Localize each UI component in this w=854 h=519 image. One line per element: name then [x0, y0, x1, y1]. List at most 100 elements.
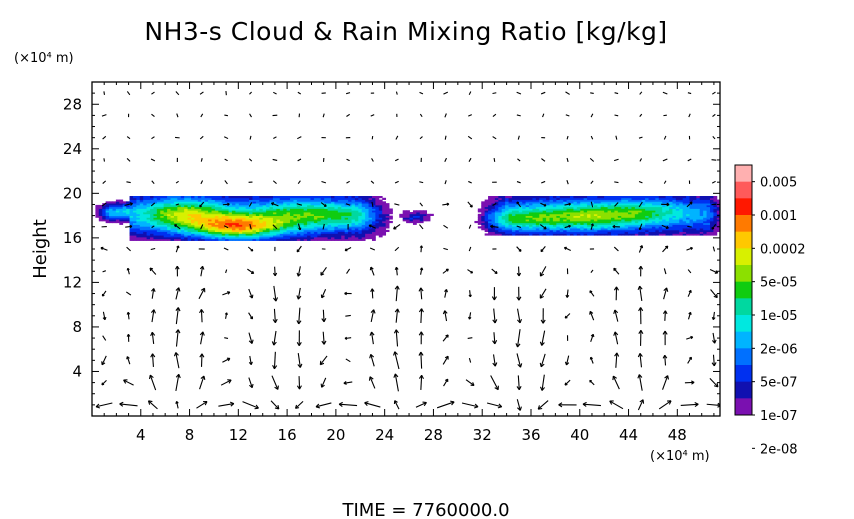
cloud-cell — [488, 208, 492, 211]
cloud-cell — [177, 233, 182, 236]
cloud-cell — [679, 229, 684, 233]
cloud-cell — [501, 204, 506, 208]
cloud-cell — [194, 233, 199, 236]
cloud-cell — [371, 204, 376, 208]
cloud-cell — [535, 203, 540, 206]
cloud-cell — [614, 204, 619, 208]
cloud-cell — [122, 219, 127, 222]
wind-vector-head — [369, 353, 375, 359]
colorbar-label: 1e-07 — [760, 409, 798, 424]
cloud-cell — [686, 217, 690, 220]
wind-vector — [687, 356, 692, 364]
cloud-cell — [354, 238, 359, 241]
cloud-cell — [713, 213, 718, 216]
cloud-cell — [283, 224, 288, 227]
cloud-cell — [675, 224, 680, 227]
cloud-cell — [617, 219, 622, 222]
cloud-cell — [672, 222, 677, 225]
wind-vector — [589, 311, 595, 321]
cloud-cell — [604, 217, 608, 220]
cloud-cell — [231, 217, 236, 220]
cloud-cell — [412, 222, 417, 225]
cloud-cell — [559, 233, 564, 236]
cloud-cell — [573, 215, 578, 218]
cloud-cell — [552, 204, 557, 208]
wind-vector — [319, 355, 328, 366]
wind-vector — [420, 245, 423, 253]
cloud-cell — [300, 197, 305, 200]
wind-vector — [199, 91, 204, 95]
cloud-cell — [337, 201, 342, 204]
cloud-cell — [628, 220, 632, 224]
wind-vector-head — [558, 402, 563, 408]
cloud-cell — [539, 233, 544, 236]
cloud-cell — [518, 215, 523, 218]
cloud-cell — [692, 215, 697, 218]
cloud-cell — [109, 213, 113, 216]
cloud-cell — [310, 231, 315, 234]
cloud-cell — [593, 206, 598, 209]
cloud-cell — [214, 220, 219, 224]
cloud-cell — [648, 229, 653, 233]
x-axis: 4 8 12 16 20 24 28 32 36 40 44 48 — [103, 82, 715, 444]
cloud-cell — [129, 204, 134, 208]
wind-vector — [101, 114, 107, 117]
cloud-cell — [491, 199, 496, 202]
cloud-cell — [365, 217, 369, 220]
cloud-cell — [337, 213, 342, 216]
cloud-cell — [607, 222, 612, 225]
cloud-cell — [662, 220, 667, 224]
cloud-cell — [566, 220, 571, 224]
cloud-cell — [170, 236, 175, 240]
cloud-cell — [549, 228, 554, 231]
cloud-cell — [638, 196, 643, 199]
cloud-cell — [614, 208, 619, 211]
cloud-cell — [279, 206, 284, 209]
cloud-cell — [201, 233, 206, 236]
cloud-cell — [511, 233, 516, 236]
wind-vector — [346, 92, 351, 95]
cloud-cell — [173, 199, 178, 202]
cloud-cell — [327, 213, 332, 216]
cloud-cell — [201, 206, 206, 209]
cloud-cell — [286, 222, 291, 225]
cloud-cell — [331, 229, 335, 233]
cloud-cell — [679, 199, 684, 202]
cloud-cell — [689, 229, 694, 233]
cloud-cell — [313, 213, 318, 216]
cloud-cell — [658, 201, 663, 204]
cloud-layer — [95, 196, 720, 241]
cloud-cell — [208, 206, 212, 209]
cloud-cell — [675, 206, 680, 209]
cloud-cell — [638, 219, 643, 222]
cloud-cell — [266, 208, 270, 211]
cloud-cell — [170, 197, 175, 200]
cloud-cell — [129, 235, 134, 238]
cloud-cell — [180, 238, 185, 241]
cloud-cell — [638, 208, 643, 211]
cloud-cell — [361, 217, 366, 220]
cloud-cell — [225, 220, 229, 224]
cloud-cell — [549, 212, 554, 215]
cloud-cell — [477, 213, 482, 216]
wind-vector-head — [494, 271, 498, 275]
cloud-cell — [307, 235, 311, 238]
cloud-cell — [173, 206, 178, 209]
cloud-cell — [184, 210, 189, 213]
wind-vector — [126, 246, 131, 252]
cloud-cell — [573, 208, 578, 211]
wind-vector — [566, 180, 569, 185]
cloud-cell — [283, 226, 288, 229]
cloud-cell — [648, 212, 653, 215]
cloud-cell — [354, 206, 359, 209]
cloud-cell — [361, 231, 366, 234]
cloud-cell — [283, 206, 288, 209]
wind-vector — [151, 225, 155, 229]
cloud-cell — [146, 204, 151, 208]
cloud-cell — [662, 208, 667, 211]
wind-vector-head — [129, 202, 133, 206]
cloud-cell — [187, 212, 192, 215]
cloud-cell — [279, 219, 284, 222]
cloud-cell — [214, 208, 219, 211]
cloud-cell — [368, 231, 373, 234]
